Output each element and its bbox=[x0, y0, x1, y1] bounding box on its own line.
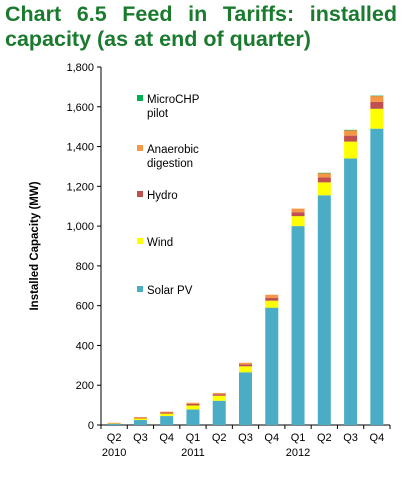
y-axis-title: Installed Capacity (MW) bbox=[29, 181, 41, 310]
y-tick-label: 400 bbox=[76, 340, 94, 352]
bar-segment-anaerobic-digestion bbox=[344, 130, 358, 136]
bar-segment-anaerobic-digestion bbox=[212, 392, 226, 395]
x-year-label: 2012 bbox=[286, 447, 310, 459]
bar-segment-hydro bbox=[291, 212, 305, 217]
legend-swatch bbox=[137, 191, 143, 197]
bar-segment-solar-pv bbox=[133, 420, 147, 425]
bar-segment-solar-pv bbox=[370, 128, 384, 425]
x-tick-label: Q2 bbox=[107, 432, 122, 444]
bar-segment-anaerobic-digestion bbox=[239, 362, 252, 365]
bar-segment-hydro bbox=[370, 101, 384, 109]
y-tick-label: 200 bbox=[76, 380, 94, 392]
bar-segment-solar-pv bbox=[160, 416, 174, 425]
bar-segment-hydro bbox=[344, 135, 358, 142]
x-tick-label: Q1 bbox=[291, 432, 306, 444]
bar-segment-wind bbox=[370, 108, 384, 129]
bar-segment-anaerobic-digestion bbox=[160, 411, 174, 413]
y-tick-label: 1,400 bbox=[66, 142, 94, 154]
bar-segment-wind bbox=[133, 418, 147, 421]
legend-swatch bbox=[137, 238, 143, 244]
bar-segment-hydro bbox=[186, 403, 200, 406]
x-tick-label: Q3 bbox=[343, 432, 358, 444]
bar-segment-wind bbox=[291, 216, 305, 227]
legend-label: digestion bbox=[147, 158, 193, 170]
legend-label: pilot bbox=[147, 108, 169, 120]
bar-segment-solar-pv bbox=[239, 372, 252, 425]
x-tick-label: Q4 bbox=[264, 432, 279, 444]
x-year-label: 2010 bbox=[102, 447, 126, 459]
x-tick-label: Q4 bbox=[370, 432, 385, 444]
bar-segment-anaerobic-digestion bbox=[317, 173, 331, 178]
x-year-label: 2011 bbox=[181, 447, 205, 459]
bar-segment-anaerobic-digestion bbox=[370, 95, 384, 102]
x-tick-label: Q2 bbox=[212, 432, 227, 444]
bar-segment-hydro bbox=[212, 394, 226, 396]
y-tick-label: 1,600 bbox=[66, 102, 94, 114]
y-tick-label: 600 bbox=[76, 301, 94, 313]
legend: MicroCHP pilot Anaerobic digestion Hydro Wind… bbox=[137, 94, 200, 297]
bar-segment-hydro bbox=[265, 297, 279, 301]
bar-segment-anaerobic-digestion bbox=[186, 402, 200, 404]
y-tick-label: 1,800 bbox=[66, 62, 94, 74]
bar-segment-solar-pv bbox=[317, 195, 331, 425]
bar-segment-microchp-pilot bbox=[317, 172, 331, 174]
bar-segment-anaerobic-digestion bbox=[291, 208, 305, 213]
x-axis: Q2 Q3 Q4 Q1 Q2 Q3 Q4 Q1 Q2 Q3 Q4 2010 2011 2012 bbox=[100, 424, 391, 459]
bar-segment-wind bbox=[160, 413, 174, 417]
bar-segment-hydro bbox=[133, 417, 147, 419]
chart-title: Chart 6.5 Feed in Tariffs: installed cap… bbox=[5, 2, 397, 51]
bar-segment-microchp-pilot bbox=[344, 129, 358, 131]
legend-label: Wind bbox=[147, 237, 173, 249]
y-tick-label: 800 bbox=[76, 261, 94, 273]
legend-label: MicroCHP bbox=[147, 94, 200, 106]
bar-segment-wind bbox=[344, 141, 358, 159]
legend-label: Anaerobic bbox=[147, 144, 199, 156]
y-tick-label: 0 bbox=[88, 420, 94, 432]
bar-segment-anaerobic-digestion bbox=[107, 422, 121, 424]
bar-segment-wind bbox=[317, 182, 331, 196]
x-tick-label: Q3 bbox=[238, 432, 253, 444]
bar-segment-hydro bbox=[317, 177, 331, 183]
bar-segment-solar-pv bbox=[107, 423, 121, 425]
bar-segment-wind bbox=[186, 405, 200, 410]
bars bbox=[107, 95, 384, 425]
bar-segment-solar-pv bbox=[186, 409, 200, 425]
legend-label: Solar PV bbox=[147, 285, 193, 297]
bar-segment-wind bbox=[265, 300, 279, 308]
bar-segment-wind bbox=[239, 366, 252, 373]
bar-segment-hydro bbox=[239, 364, 252, 367]
legend-swatch bbox=[137, 95, 143, 101]
bar-segment-microchp-pilot bbox=[370, 95, 384, 97]
bar-segment-hydro bbox=[160, 412, 174, 414]
y-axis: 0 200 400 600 800 1,000 1,200 1,400 1,600 1,800 bbox=[66, 62, 102, 432]
y-tick-label: 1,200 bbox=[66, 181, 94, 193]
x-tick-label: Q4 bbox=[159, 432, 174, 444]
bar-segment-anaerobic-digestion bbox=[133, 417, 147, 418]
bar-segment-solar-pv bbox=[265, 307, 279, 425]
y-tick-label: 1,000 bbox=[66, 221, 94, 233]
legend-label: Hydro bbox=[147, 190, 178, 202]
bar-segment-anaerobic-digestion bbox=[265, 294, 279, 298]
x-tick-label: Q1 bbox=[186, 432, 201, 444]
x-tick-label: Q3 bbox=[133, 432, 148, 444]
legend-swatch bbox=[137, 286, 143, 292]
bar-segment-solar-pv bbox=[212, 400, 226, 425]
bar-segment-wind bbox=[212, 395, 226, 401]
legend-swatch bbox=[137, 145, 143, 151]
x-tick-label: Q2 bbox=[317, 432, 332, 444]
bar-segment-solar-pv bbox=[344, 158, 358, 425]
bar-segment-solar-pv bbox=[291, 226, 305, 425]
